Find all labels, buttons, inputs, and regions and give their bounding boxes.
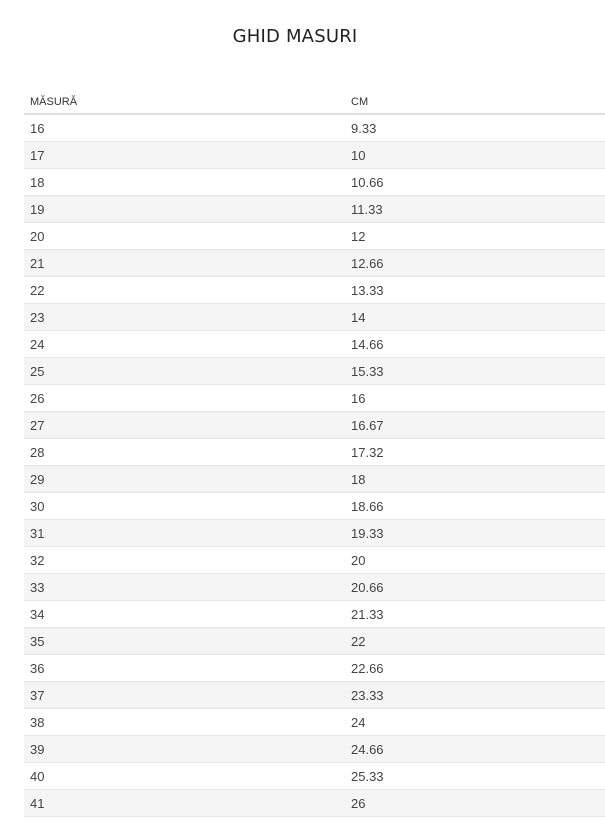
table-row: 24 14.66 (24, 330, 605, 358)
size-cell: 27 (24, 411, 345, 439)
table-row: 40 25.33 (24, 762, 605, 790)
size-cell: 31 (24, 519, 345, 547)
size-cell: 33 (24, 573, 345, 601)
size-cell: 35 (24, 627, 345, 655)
table-row: 19 11.33 (24, 195, 605, 223)
size-cell: 34 (24, 600, 345, 628)
cm-cell: 20.66 (345, 573, 605, 601)
table-row: 32 20 (24, 546, 605, 574)
size-cell: 24 (24, 330, 345, 358)
table-row: 23 14 (24, 303, 605, 331)
cm-cell: 25.33 (345, 762, 605, 790)
column-header-cm: CM (345, 90, 605, 115)
size-cell: 28 (24, 438, 345, 466)
size-cell: 39 (24, 735, 345, 763)
size-cell: 32 (24, 546, 345, 574)
size-cell: 25 (24, 357, 345, 385)
cm-cell: 14 (345, 303, 605, 331)
table-row: 33 20.66 (24, 573, 605, 601)
size-cell: 29 (24, 465, 345, 493)
cm-cell: 19.33 (345, 519, 605, 547)
table-row: 27 16.67 (24, 411, 605, 439)
cm-cell: 10.66 (345, 168, 605, 196)
table-row: 30 18.66 (24, 492, 605, 520)
size-cell: 40 (24, 762, 345, 790)
cm-cell: 22 (345, 627, 605, 655)
table-row: 41 26 (24, 789, 605, 817)
cm-cell: 11.33 (345, 195, 605, 223)
size-cell: 30 (24, 492, 345, 520)
table-row: 39 24.66 (24, 735, 605, 763)
cm-cell: 21.33 (345, 600, 605, 628)
size-cell: 41 (24, 789, 345, 817)
size-cell: 16 (24, 114, 345, 142)
cm-cell: 18.66 (345, 492, 605, 520)
cm-cell: 12.66 (345, 249, 605, 277)
size-cell: 37 (24, 681, 345, 709)
size-cell: 38 (24, 708, 345, 736)
size-cell: 20 (24, 222, 345, 250)
size-guide-table: MĂSURĂ CM 16 9.33 17 10 18 10.66 19 11.33 20 12 21… (24, 90, 605, 817)
cm-cell: 16.67 (345, 411, 605, 439)
cm-cell: 26 (345, 789, 605, 817)
size-cell: 22 (24, 276, 345, 304)
cm-cell: 23.33 (345, 681, 605, 709)
size-cell: 26 (24, 384, 345, 412)
cm-cell: 12 (345, 222, 605, 250)
table-row: 28 17.32 (24, 438, 605, 466)
table-row: 31 19.33 (24, 519, 605, 547)
cm-cell: 9.33 (345, 114, 605, 142)
size-cell: 23 (24, 303, 345, 331)
table-row: 17 10 (24, 141, 605, 169)
cm-cell: 17.32 (345, 438, 605, 466)
table-header-row: MĂSURĂ CM (24, 90, 605, 115)
table-row: 26 16 (24, 384, 605, 412)
table-row: 22 13.33 (24, 276, 605, 304)
table-row: 18 10.66 (24, 168, 605, 196)
cm-cell: 18 (345, 465, 605, 493)
table-row: 20 12 (24, 222, 605, 250)
column-header-size: MĂSURĂ (24, 90, 345, 115)
table-row: 37 23.33 (24, 681, 605, 709)
size-cell: 19 (24, 195, 345, 223)
table-row: 25 15.33 (24, 357, 605, 385)
cm-cell: 16 (345, 384, 605, 412)
page-title: GHID MASURI (232, 26, 358, 47)
table-row: 36 22.66 (24, 654, 605, 682)
size-cell: 17 (24, 141, 345, 169)
size-cell: 21 (24, 249, 345, 277)
cm-cell: 13.33 (345, 276, 605, 304)
table-row: 16 9.33 (24, 114, 605, 142)
cm-cell: 24 (345, 708, 605, 736)
table-row: 38 24 (24, 708, 605, 736)
size-cell: 36 (24, 654, 345, 682)
cm-cell: 14.66 (345, 330, 605, 358)
cm-cell: 22.66 (345, 654, 605, 682)
size-cell: 18 (24, 168, 345, 196)
cm-cell: 20 (345, 546, 605, 574)
cm-cell: 24.66 (345, 735, 605, 763)
table-row: 29 18 (24, 465, 605, 493)
cm-cell: 15.33 (345, 357, 605, 385)
table-row: 35 22 (24, 627, 605, 655)
table-row: 34 21.33 (24, 600, 605, 628)
cm-cell: 10 (345, 141, 605, 169)
table-row: 21 12.66 (24, 249, 605, 277)
